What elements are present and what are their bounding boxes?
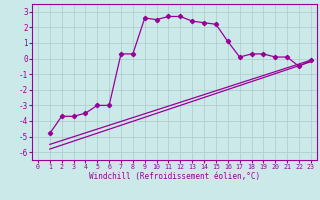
X-axis label: Windchill (Refroidissement éolien,°C): Windchill (Refroidissement éolien,°C) <box>89 172 260 181</box>
